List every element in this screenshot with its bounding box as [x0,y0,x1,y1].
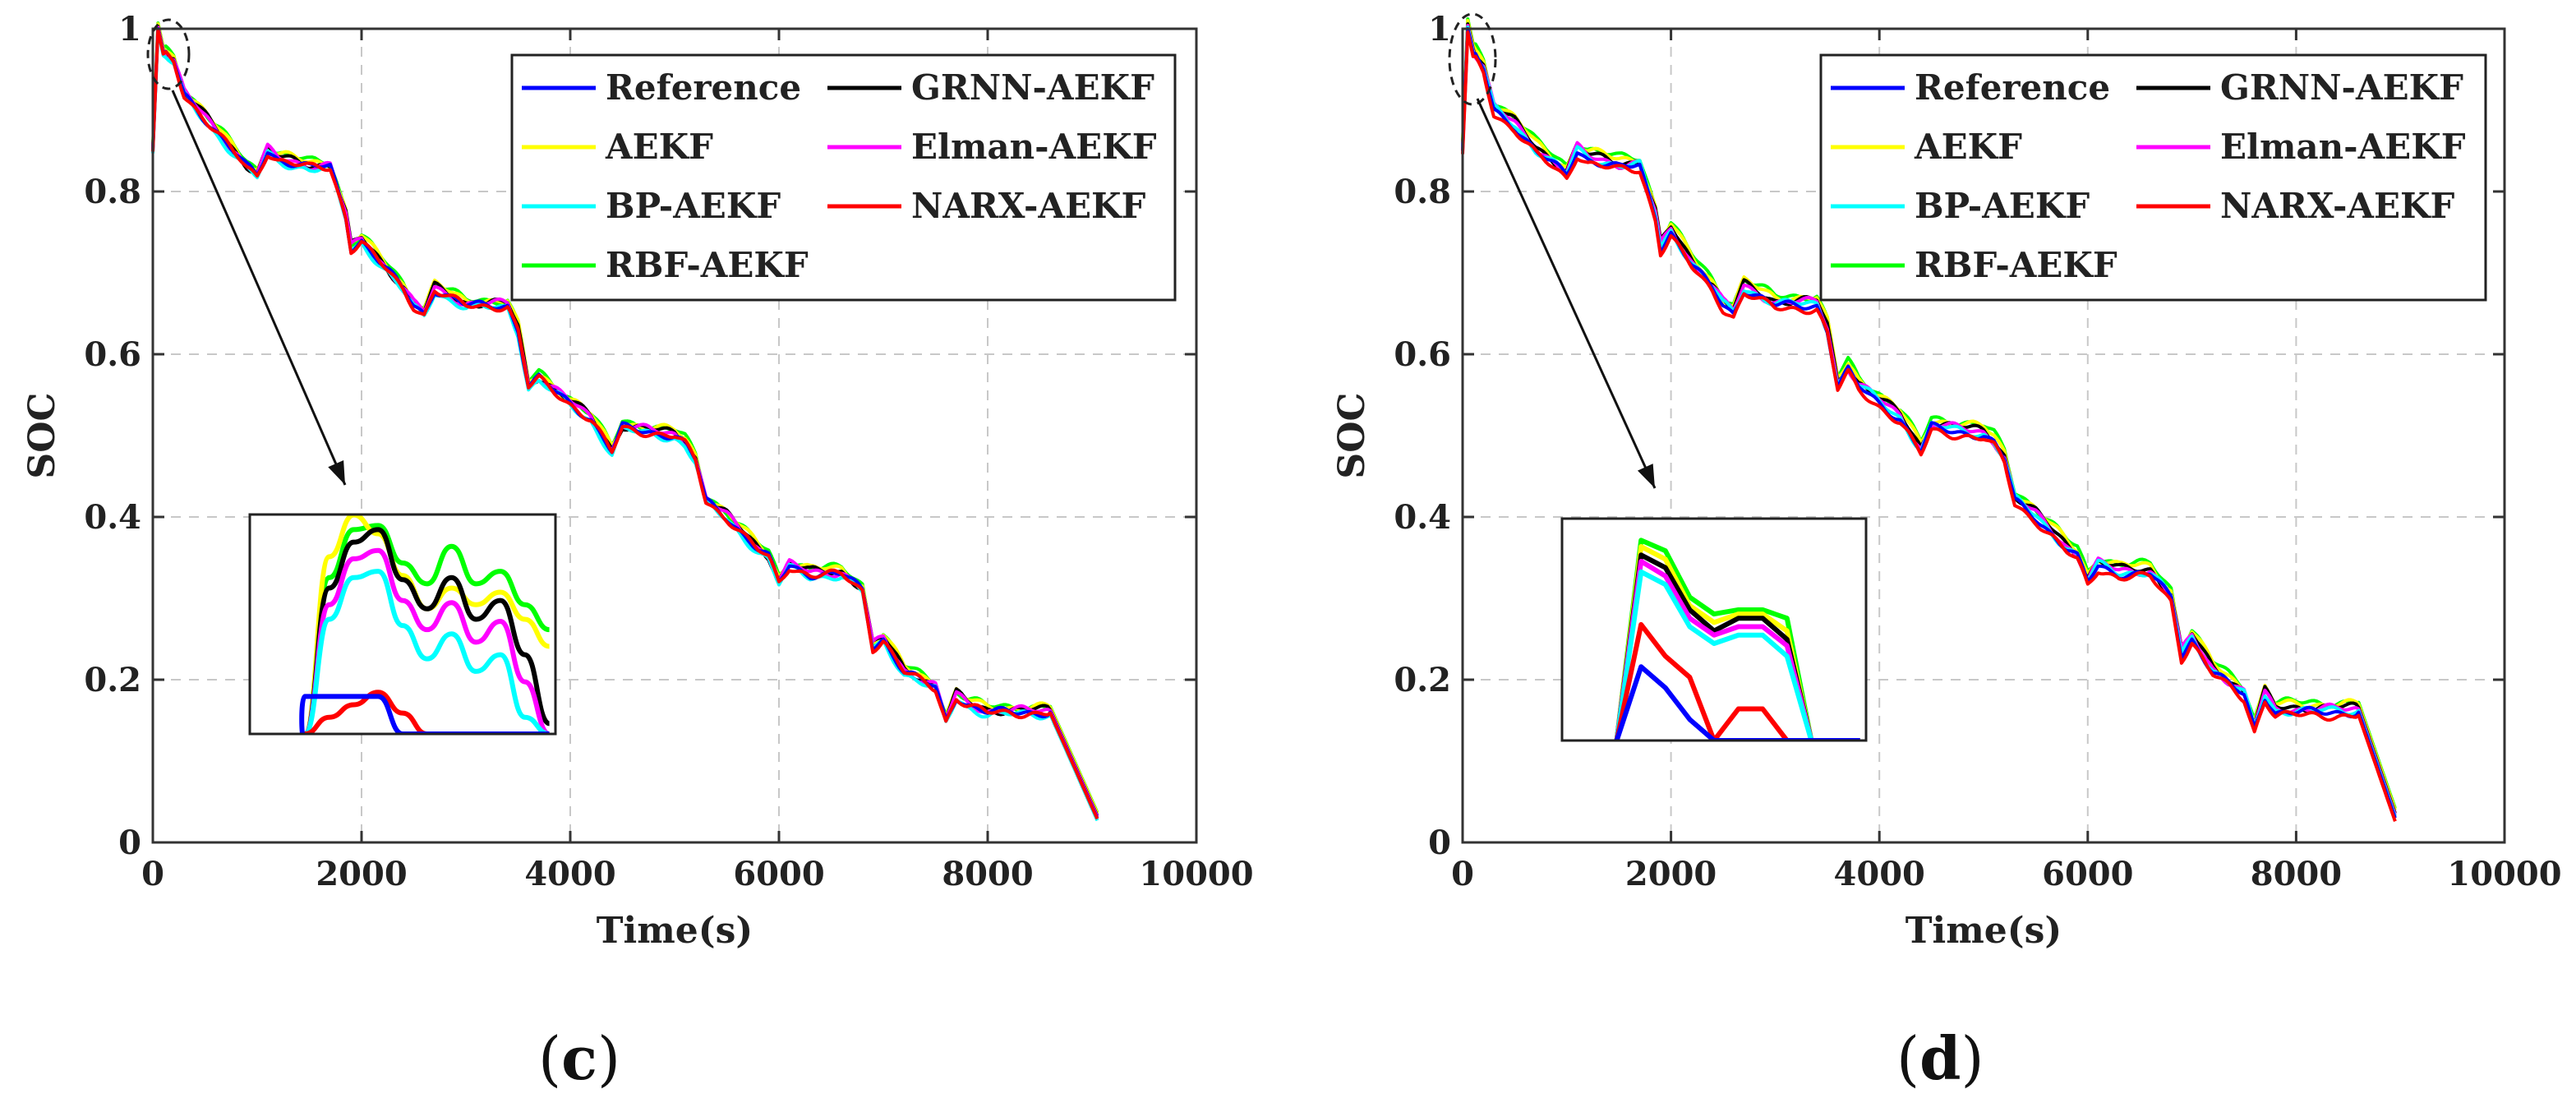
inset-line-elman-aekf [1614,558,1860,741]
series-lines [151,21,1099,822]
legend-label-bp-aekf: BP-AEKF [1915,186,2090,226]
x-axis-label: Time(s) [1906,910,2062,952]
zoom-arrow-head [328,460,345,485]
x-tick-label: 10000 [1139,855,1253,893]
legend-label-reference: Reference [606,67,801,108]
x-tick-label: 4000 [1834,855,1925,893]
inset-frame [1560,517,1868,742]
panel-label-d: (d) [1896,1023,1984,1093]
zoom-inset [1560,517,1868,742]
series-line-narx-aekf [151,28,1099,820]
inset-line-bp-aekf [1614,569,1860,741]
y-tick-label: 0.8 [84,173,141,211]
legend-label-reference: Reference [1915,67,2110,108]
x-tick-label: 6000 [2042,855,2133,893]
legend-label-aekf: AEKF [605,127,713,167]
x-tick-label: 2000 [1625,855,1717,893]
legend-label-elman-aekf: Elman-AEKF [911,127,1157,167]
zoom-region-marker [146,18,191,90]
plot-frame [1461,27,2506,844]
x-tick-label: 4000 [524,855,615,893]
inset-line-grnn-aekf [1614,552,1860,741]
legend-label-grnn-aekf: GRNN-AEKF [911,67,1154,108]
y-tick-label: 0 [1428,824,1451,862]
chart-panel-c: 0 2000 4000 6000 8000 10000 0 0.2 0.4 0.6 0.8 1 Refe… [21,10,1254,952]
y-tick-label: 0 [118,824,141,862]
zoom-arrow-head [1637,464,1655,488]
zoom-arrow [1476,98,1657,489]
inset-line-narx-aekf [1614,621,1860,741]
panel-label-c: (c) [538,1023,621,1093]
zoom-region-marker [1448,12,1497,106]
series-lines [1461,17,2397,822]
y-axis-label: SOC [21,392,63,478]
y-tick-label: 0.2 [1394,661,1451,699]
y-tick-label: 1 [118,10,141,48]
x-axis-label: Time(s) [597,910,753,952]
legend: Reference GRNN-AEKF AEKF Elman-AEKF BP-AEKF N… [1819,53,2487,302]
inset-line-bp-aekf [301,569,551,734]
legend: Reference GRNN-AEKF AEKF Elman-AEKF BP-AEKF N… [510,53,1177,302]
legend-box [1819,53,2487,302]
x-tick-label: 8000 [2251,855,2342,893]
y-axis-label: SOC [1331,392,1373,478]
inset-lines [1614,538,1860,741]
inset-line-reference [1614,664,1860,741]
x-tick-label: 0 [141,855,164,893]
inset-line-narx-aekf [301,690,550,734]
inset-frame [248,513,557,736]
x-tick-label: 2000 [316,855,407,893]
y-tick-label: 0.2 [84,661,141,699]
series-line-reference [1461,27,2397,819]
legend-label-rbf-aekf: RBF-AEKF [1915,245,2117,285]
y-tick-label: 0.4 [84,498,141,537]
legend-label-grnn-aekf: GRNN-AEKF [2220,67,2463,108]
legend-label-narx-aekf: NARX-AEKF [2220,186,2455,226]
zoom-arrow [171,90,347,486]
zoom-inset [248,513,557,736]
legend-label-aekf: AEKF [1914,127,2022,167]
y-tick-label: 0.4 [1394,498,1451,537]
chart-panel-d: 0 2000 4000 6000 8000 10000 0 0.2 0.4 0.6 0.8 1 Refe… [1331,10,2562,952]
x-tick-label: 6000 [733,855,824,893]
x-tick-label: 0 [1451,855,1474,893]
y-tick-label: 1 [1428,10,1451,48]
inset-line-rbf-aekf [1614,538,1860,741]
y-tick-label: 0.6 [84,335,141,374]
inset-line-aekf [1614,544,1860,741]
y-tick-label: 0.6 [1394,335,1451,374]
legend-label-rbf-aekf: RBF-AEKF [606,245,809,285]
legend-label-elman-aekf: Elman-AEKF [2220,127,2466,167]
legend-label-bp-aekf: BP-AEKF [606,186,781,226]
legend-box [510,53,1177,302]
x-tick-label: 10000 [2447,855,2561,893]
x-tick-label: 8000 [942,855,1033,893]
legend-label-narx-aekf: NARX-AEKF [911,186,1146,226]
series-line-narx-aekf [1461,30,2397,822]
y-tick-label: 0.8 [1394,173,1451,211]
plot-frame [151,27,1198,844]
